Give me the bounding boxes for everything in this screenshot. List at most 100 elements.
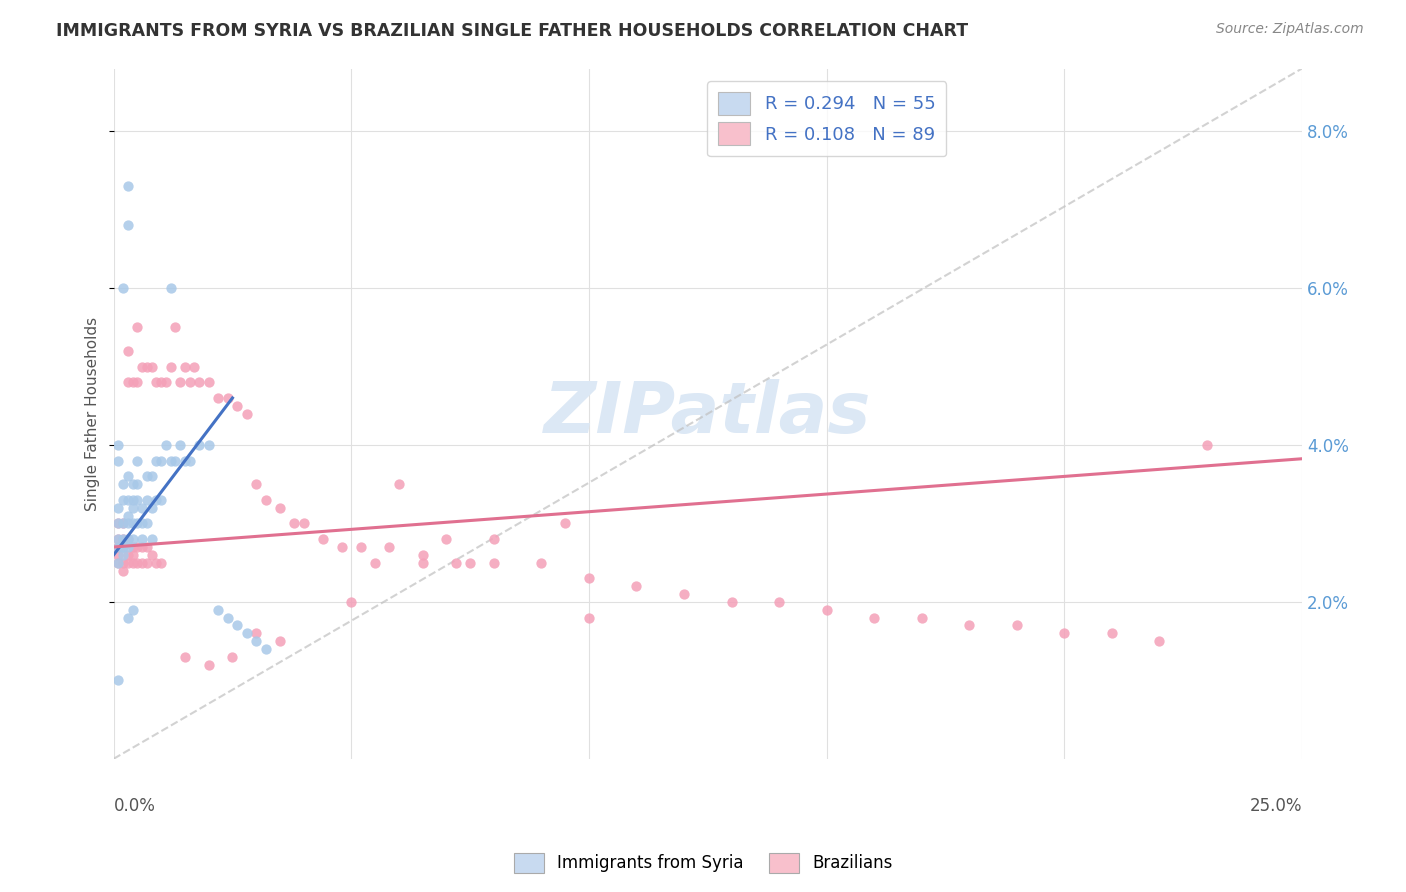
Point (863, 610, 886, 624)
Point (1149, 634, 1171, 648)
Point (121, 532, 143, 546)
Point (117, 219, 139, 233)
Point (131, 556, 153, 570)
Point (235, 626, 257, 640)
Point (121, 376, 143, 390)
Point (107, 540, 129, 554)
Point (135, 359, 157, 374)
Point (1005, 618, 1028, 632)
Legend: Immigrants from Syria, Brazilians: Immigrants from Syria, Brazilians (508, 847, 898, 880)
Point (131, 359, 153, 374)
Point (197, 376, 219, 390)
Point (135, 540, 157, 554)
Point (107, 453, 129, 467)
Point (207, 603, 229, 617)
Point (107, 556, 129, 570)
Point (1195, 438, 1218, 452)
Point (292, 516, 315, 531)
Point (112, 564, 135, 578)
Point (112, 516, 135, 531)
Point (127, 516, 149, 531)
Point (312, 532, 335, 546)
Point (112, 540, 135, 554)
Point (217, 610, 239, 624)
Point (141, 469, 163, 483)
Point (482, 532, 505, 546)
Point (957, 618, 980, 632)
Point (141, 500, 163, 515)
Point (673, 587, 696, 601)
Point (112, 548, 135, 562)
Point (174, 453, 197, 467)
Point (141, 548, 163, 562)
Point (444, 556, 467, 570)
Point (107, 540, 129, 554)
Point (458, 556, 481, 570)
Point (121, 492, 143, 507)
Point (226, 399, 249, 413)
Point (235, 407, 257, 421)
Text: 0.0%: 0.0% (114, 797, 156, 814)
Point (165, 320, 187, 334)
Point (221, 649, 243, 664)
Y-axis label: Single Father Households: Single Father Households (86, 317, 100, 511)
Point (112, 556, 135, 570)
Point (350, 540, 373, 554)
Point (121, 500, 143, 515)
Point (768, 595, 790, 609)
Point (107, 556, 129, 570)
Point (245, 626, 267, 640)
Point (107, 673, 129, 688)
Point (127, 376, 149, 390)
Point (197, 657, 219, 672)
Point (217, 391, 239, 405)
Point (388, 477, 411, 491)
Point (127, 556, 149, 570)
Point (121, 548, 143, 562)
Point (145, 453, 167, 467)
Point (121, 603, 143, 617)
Point (179, 453, 201, 467)
Point (578, 610, 600, 624)
Point (150, 492, 173, 507)
Point (554, 516, 576, 531)
Point (155, 376, 177, 390)
Point (159, 453, 181, 467)
Legend: R = 0.294   N = 55, R = 0.108   N = 89: R = 0.294 N = 55, R = 0.108 N = 89 (707, 81, 946, 156)
Point (254, 492, 277, 507)
Point (112, 492, 135, 507)
Point (141, 359, 163, 374)
Point (364, 556, 387, 570)
Point (150, 376, 173, 390)
Point (112, 281, 135, 295)
Point (112, 540, 135, 554)
Point (482, 556, 505, 570)
Point (434, 532, 457, 546)
Point (131, 532, 153, 546)
Point (112, 532, 135, 546)
Point (117, 610, 139, 624)
Text: IMMIGRANTS FROM SYRIA VS BRAZILIAN SINGLE FATHER HOUSEHOLDS CORRELATION CHART: IMMIGRANTS FROM SYRIA VS BRAZILIAN SINGL… (56, 22, 969, 40)
Point (117, 179, 139, 194)
Point (117, 532, 139, 546)
Point (121, 477, 143, 491)
Point (112, 477, 135, 491)
Point (330, 540, 353, 554)
Point (112, 516, 135, 531)
Point (165, 453, 187, 467)
Point (117, 376, 139, 390)
Point (578, 571, 600, 585)
Point (121, 556, 143, 570)
Point (107, 516, 129, 531)
Text: Source: ZipAtlas.com: Source: ZipAtlas.com (1216, 22, 1364, 37)
Point (1053, 626, 1076, 640)
Point (815, 603, 838, 617)
Point (378, 540, 401, 554)
Point (107, 500, 129, 515)
Point (117, 343, 139, 358)
Point (412, 556, 434, 570)
Point (117, 540, 139, 554)
Point (155, 438, 177, 452)
Point (131, 540, 153, 554)
Point (911, 610, 934, 624)
